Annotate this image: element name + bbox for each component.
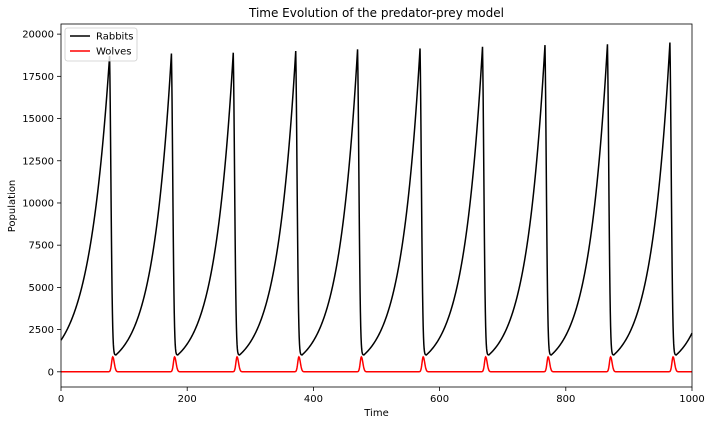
y-tick-label: 0 bbox=[48, 367, 54, 378]
y-tick-label: 12500 bbox=[22, 156, 54, 167]
y-tick-label: 2500 bbox=[29, 325, 54, 336]
legend-label-rabbits: Rabbits bbox=[96, 32, 133, 43]
y-axis-ticks: 0 2500 5000 7500 10000 12500 15000 17500 20000 bbox=[22, 30, 61, 378]
y-tick-label: 17500 bbox=[22, 72, 54, 83]
x-axis-label: Time bbox=[363, 408, 388, 419]
plot-area bbox=[60, 23, 693, 388]
x-tick-label: 600 bbox=[430, 394, 449, 405]
x-tick-label: 800 bbox=[556, 394, 575, 405]
x-axis-ticks: 0 200 400 600 800 1000 bbox=[58, 387, 705, 405]
legend-label-wolves: Wolves bbox=[96, 47, 131, 58]
y-tick-label: 15000 bbox=[22, 114, 54, 125]
y-tick-label: 5000 bbox=[29, 283, 54, 294]
series-wolves-line bbox=[61, 355, 692, 373]
x-tick-label: 400 bbox=[304, 394, 323, 405]
y-tick-label: 20000 bbox=[22, 30, 54, 41]
series-rabbits-line bbox=[60, 42, 693, 356]
y-tick-label: 7500 bbox=[29, 241, 54, 252]
chart-title: Time Evolution of the predator-prey mode… bbox=[248, 6, 504, 20]
x-tick-label: 1000 bbox=[679, 394, 704, 405]
x-tick-label: 0 bbox=[58, 394, 64, 405]
legend: Rabbits Wolves bbox=[64, 27, 138, 62]
x-tick-label: 200 bbox=[178, 394, 197, 405]
y-axis-label: Population bbox=[7, 180, 18, 233]
axes-frame bbox=[60, 23, 693, 388]
y-tick-label: 10000 bbox=[22, 198, 54, 209]
